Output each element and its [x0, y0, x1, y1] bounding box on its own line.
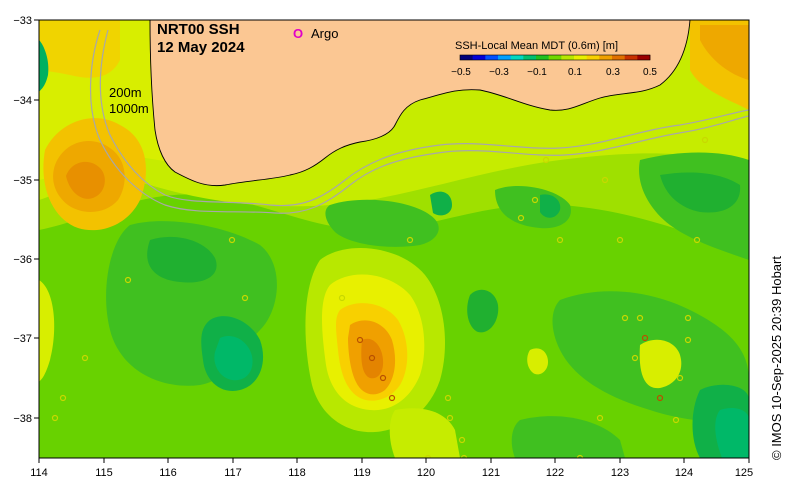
- argo-floats: [51, 136, 709, 458]
- argo-legend-icon: O: [293, 26, 303, 41]
- colorbar-swatch: [510, 55, 524, 60]
- map-title-product: NRT00 SSH: [157, 21, 240, 38]
- plot-frame: [38, 19, 750, 459]
- x-tick-label: 117: [224, 467, 242, 479]
- colorbar-swatch: [460, 55, 473, 60]
- colorbar-swatch: [472, 55, 486, 60]
- argo-legend-label: Argo: [311, 26, 338, 41]
- x-tick-label: 118: [288, 467, 306, 479]
- ssh-field: [39, 20, 749, 458]
- colorbar-tick: −0.3: [489, 67, 509, 78]
- map-title-date: 12 May 2024: [157, 39, 245, 56]
- y-axis-ticks: [34, 19, 39, 419]
- x-tick-label: 115: [95, 467, 113, 479]
- colorbar: SSH-Local Mean MDT (0.6m) [m] −0.5 −0.3 …: [451, 40, 657, 78]
- x-axis-ticks: [38, 458, 750, 463]
- colorbar-swatch: [498, 55, 511, 60]
- x-tick-label: 124: [675, 467, 693, 479]
- x-tick-label: 120: [417, 467, 435, 479]
- colorbar-tick: −0.1: [527, 67, 547, 78]
- colorbar-tick: 0.1: [568, 67, 582, 78]
- colorbar-swatch: [612, 55, 625, 60]
- colorbar-swatch: [536, 55, 549, 60]
- colorbar-swatch: [624, 55, 638, 60]
- colorbar-swatch: [548, 55, 562, 60]
- colorbar-swatches: [460, 55, 651, 60]
- colorbar-swatch: [485, 55, 499, 60]
- x-tick-label: 122: [546, 467, 564, 479]
- x-tick-label: 114: [30, 467, 48, 479]
- y-tick-label: −33: [13, 15, 32, 27]
- y-tick-label: −37: [13, 333, 32, 345]
- colorbar-swatch: [599, 55, 613, 60]
- colorbar-tick: 0.3: [606, 67, 620, 78]
- y-tick-label: −38: [13, 413, 32, 425]
- colorbar-swatch: [586, 55, 600, 60]
- colorbar-title: SSH-Local Mean MDT (0.6m) [m]: [455, 40, 618, 52]
- x-tick-label: 119: [353, 467, 371, 479]
- isobath-lines: [89, 29, 749, 214]
- colorbar-swatch: [574, 55, 587, 60]
- x-tick-label: 121: [482, 467, 500, 479]
- colorbar-swatch: [637, 55, 651, 60]
- y-tick-label: −36: [13, 254, 32, 266]
- colorbar-swatch: [561, 55, 575, 60]
- x-tick-label: 116: [159, 467, 177, 479]
- colorbar-swatch: [523, 55, 537, 60]
- credit-line: © IMOS 10-Sep-2025 20:39 Hobart: [769, 256, 784, 460]
- colorbar-tick: −0.5: [451, 67, 471, 78]
- isobath-label-1000m: 1000m: [109, 101, 149, 116]
- y-tick-label: −34: [13, 95, 32, 107]
- y-tick-label: −35: [13, 175, 32, 187]
- x-tick-label: 125: [735, 467, 753, 479]
- isobath-label-200m: 200m: [109, 85, 142, 100]
- australia-landmass: [149, 20, 691, 187]
- colorbar-tick: 0.5: [643, 67, 657, 78]
- x-tick-label: 123: [611, 467, 629, 479]
